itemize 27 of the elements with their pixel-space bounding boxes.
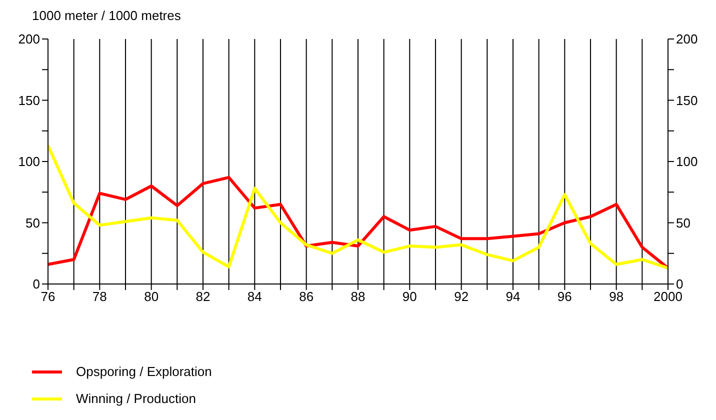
x-tick-label: 86 <box>299 289 314 304</box>
y2-tick-label: 100 <box>676 154 698 170</box>
x-tick-label: 76 <box>40 289 56 304</box>
x-tick-label: 92 <box>454 289 469 304</box>
y-tick-label: 0 <box>32 276 40 292</box>
x-tick-label: 2000 <box>654 289 682 304</box>
y-tick-label: 50 <box>26 215 40 230</box>
y2-tick-label: 200 <box>676 32 698 47</box>
y2-tick-label: 0 <box>676 276 684 292</box>
y2-tick-label: 50 <box>676 215 690 230</box>
line-series <box>48 144 668 270</box>
x-tick-label: 82 <box>196 289 210 304</box>
y-tick-label: 150 <box>18 92 40 108</box>
x-tick-label: 94 <box>506 289 520 304</box>
legend-label: Opsporing / Exploration <box>76 364 212 379</box>
y-tick-label: 200 <box>18 32 40 47</box>
legend-label: Winning / Production <box>76 391 196 406</box>
y-axis-title: 1000 meter / 1000 metres <box>32 8 181 23</box>
y-tick-label: 100 <box>18 154 40 170</box>
x-tick-label: 90 <box>402 289 417 304</box>
x-tick-label: 80 <box>144 289 159 304</box>
x-tick-label: 98 <box>609 289 624 304</box>
x-tick-label: 88 <box>350 289 366 304</box>
y2-tick-label: 150 <box>676 92 698 108</box>
x-tick-label: 96 <box>557 289 572 304</box>
x-tick-label: 84 <box>247 289 262 304</box>
x-tick-label: 78 <box>92 289 107 304</box>
